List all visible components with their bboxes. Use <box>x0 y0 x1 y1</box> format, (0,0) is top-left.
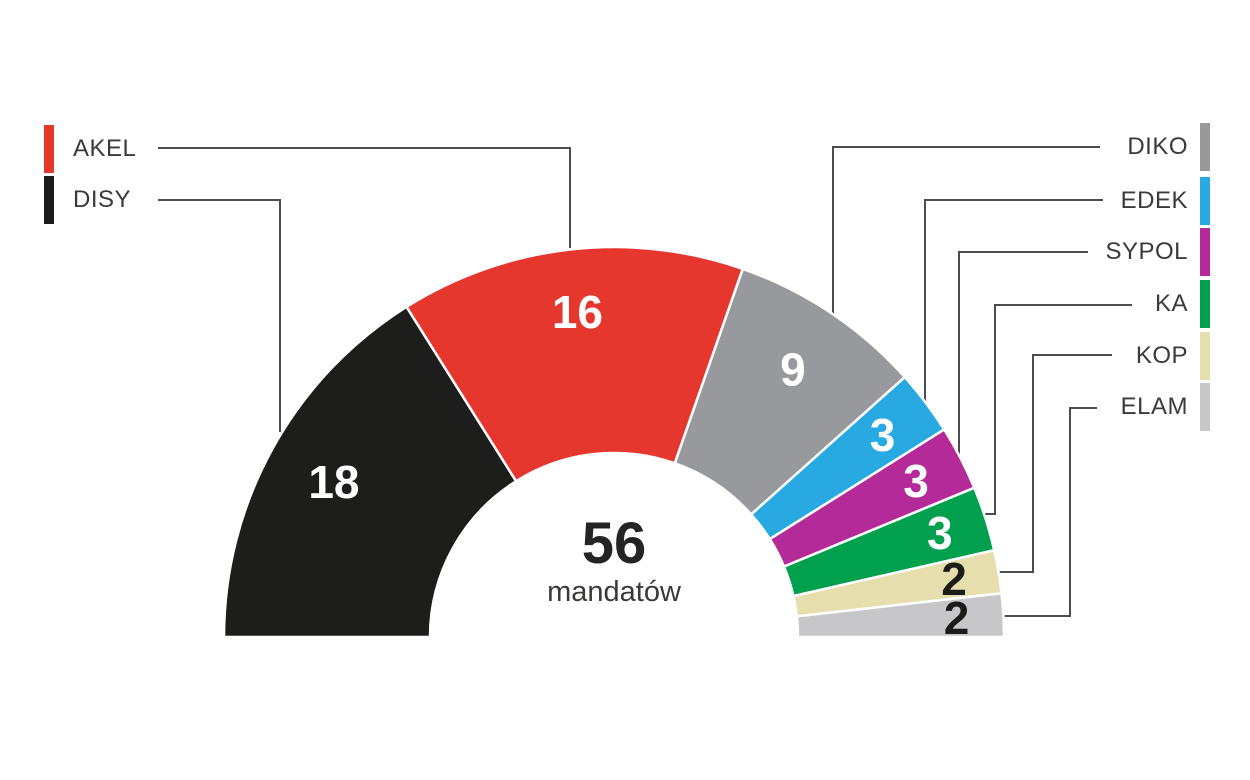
total-label: 56 mandatów <box>547 511 681 609</box>
legend-label-disy: DISY <box>73 186 132 213</box>
legend-swatch-kop <box>1200 332 1210 380</box>
segment-value-elam: 2 <box>944 592 970 644</box>
legend-item-ka: KA <box>1155 280 1210 328</box>
callout-elam <box>1004 407 1097 617</box>
segment-value-kop: 2 <box>941 553 967 605</box>
legend-swatch-diko <box>1200 123 1210 171</box>
legend-label-ka: KA <box>1154 290 1188 317</box>
legend-label-sypol: SYPOL <box>1105 238 1188 265</box>
callout-akel <box>158 147 571 248</box>
callout-lines <box>158 146 1132 617</box>
legend-label-diko: DIKO <box>1127 133 1188 160</box>
segment-akel <box>404 245 745 483</box>
legend-item-kop: KOP <box>1136 332 1210 380</box>
total-seats-unit: mandatów <box>547 576 681 608</box>
segment-value-edek: 3 <box>870 409 896 461</box>
segment-value-diko: 9 <box>780 343 806 395</box>
legend-label-elam: ELAM <box>1120 393 1188 420</box>
segment-disy <box>222 305 518 639</box>
segment-value-sypol: 3 <box>903 455 929 507</box>
segment-value-akel: 16 <box>552 286 603 338</box>
callout-edek <box>924 199 1103 401</box>
callout-disy <box>158 199 281 432</box>
legend-swatch-disy <box>44 176 54 224</box>
callout-diko <box>832 146 1100 314</box>
legend-item-elam: ELAM <box>1121 383 1210 431</box>
segment-value-disy: 18 <box>308 456 359 508</box>
total-seats: 56 <box>581 511 647 576</box>
legend-swatch-elam <box>1200 383 1210 431</box>
legend-item-edek: EDEK <box>1121 177 1210 225</box>
legend-label-kop: KOP <box>1135 342 1188 369</box>
legend-swatch-edek <box>1200 177 1210 225</box>
legend-item-disy: DISY <box>44 176 131 224</box>
legend-item-diko: DIKO <box>1127 123 1210 171</box>
segment-value-ka: 3 <box>927 507 953 559</box>
segment-elam <box>795 591 1006 639</box>
callout-kop <box>999 354 1112 573</box>
callout-sypol <box>958 251 1088 454</box>
chart-segments <box>222 245 1006 639</box>
legend-item-akel: AKEL <box>44 125 136 173</box>
legend-swatch-ka <box>1200 280 1210 328</box>
legend-swatch-akel <box>44 125 54 173</box>
callout-ka <box>985 304 1132 515</box>
legend-swatch-sypol <box>1200 228 1210 276</box>
legend-label-akel: AKEL <box>73 135 137 162</box>
legend-label-edek: EDEK <box>1120 187 1188 214</box>
legend-item-sypol: SYPOL <box>1105 228 1210 276</box>
